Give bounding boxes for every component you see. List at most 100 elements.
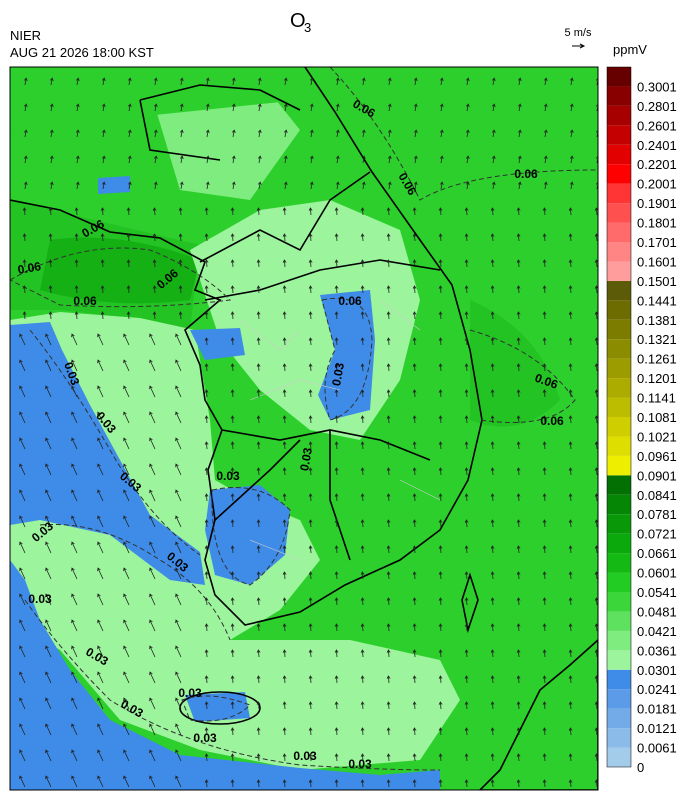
wind-arrow (412, 701, 417, 710)
wind-arrow (282, 415, 287, 424)
wind-arrow (257, 181, 262, 190)
colorbar-label: 0.2801 (637, 99, 677, 114)
wind-arrow (490, 519, 495, 528)
wind-arrow (152, 311, 157, 320)
wind-arrow (256, 493, 261, 502)
wind-arrow (361, 129, 366, 138)
wind-arrow (386, 597, 391, 606)
wind-arrow (490, 493, 495, 502)
color-bin (607, 417, 631, 437)
wind-arrow (439, 77, 444, 86)
wind-arrow (282, 649, 287, 658)
wind-arrow (75, 181, 80, 190)
wind-arrow (97, 515, 104, 528)
wind-arrow (569, 129, 574, 138)
contour-label: 0.03 (178, 686, 202, 700)
wind-arrow (127, 77, 132, 86)
colorbar-label: 0.0301 (637, 663, 677, 678)
wind-arrow (256, 753, 261, 762)
color-bin (607, 300, 631, 320)
wind-arrow (97, 463, 104, 476)
wind-arrow (360, 571, 365, 580)
wind-arrow (45, 593, 52, 606)
wind-arrow (149, 359, 156, 372)
wind-arrow (123, 775, 130, 788)
color-bin (607, 436, 631, 456)
color-bin (607, 630, 631, 651)
colorbar-label: 0.2201 (637, 157, 677, 172)
wind-arrow (230, 207, 235, 216)
colorbar-unit: ppmV (613, 42, 647, 57)
wind-arrow (308, 649, 313, 658)
color-bin (607, 144, 631, 165)
wind-arrow (413, 181, 418, 190)
wind-arrow (257, 155, 262, 164)
colorbar-label: 0.2001 (637, 177, 677, 192)
wind-arrow (334, 259, 339, 268)
wind-arrow (256, 337, 261, 346)
wind-arrow (204, 207, 209, 216)
wind-arrow (204, 545, 209, 554)
wind-arrow (74, 207, 79, 216)
wind-arrow (308, 753, 313, 762)
wind-arrow (308, 623, 313, 632)
wind-arrow (334, 545, 339, 554)
wind-arrow (438, 675, 443, 684)
wind-arrow (179, 103, 184, 112)
wind-arrow (516, 441, 521, 450)
wind-arrow (149, 541, 156, 554)
colorbar-frame (606, 66, 632, 768)
wind-arrow (334, 753, 339, 762)
wind-arrow (438, 493, 443, 502)
wind-arrow (516, 337, 521, 346)
wind-arrow (175, 723, 182, 736)
wind-arrow (517, 129, 522, 138)
wind-arrow (438, 701, 443, 710)
wind-arrow (568, 207, 573, 216)
wind-field (19, 77, 598, 788)
wind-arrow (48, 259, 53, 268)
wind-arrow (308, 441, 313, 450)
wind-arrow (568, 233, 573, 242)
wind-arrow (256, 441, 261, 450)
wind-arrow (204, 311, 209, 320)
colorbar-label: 0.1601 (637, 254, 677, 269)
wind-arrow (205, 155, 210, 164)
wind-arrow (516, 545, 521, 554)
contour-label: 0.06 (540, 414, 564, 428)
wind-arrow (464, 623, 469, 632)
contour-label: 0.06 (17, 259, 43, 277)
wind-arrow (568, 545, 573, 554)
wind-arrow (542, 311, 547, 320)
wind-arrow (71, 671, 78, 684)
wind-arrow (230, 233, 235, 242)
wind-arrow (230, 623, 235, 632)
wind-arrow (74, 311, 79, 320)
wind-arrow (568, 675, 573, 684)
color-bin (607, 611, 631, 631)
wind-arrow (123, 385, 130, 398)
wind-arrow (464, 519, 469, 528)
wind-arrow (71, 385, 78, 398)
wind-arrow (74, 285, 79, 294)
wind-arrow (386, 415, 391, 424)
wind-arrow (230, 571, 235, 580)
wind-arrow (205, 129, 210, 138)
wind-arrow (19, 723, 26, 736)
wind-arrow (282, 285, 287, 294)
wind-arrow (123, 541, 130, 554)
wind-arrow (175, 411, 182, 424)
wind-arrow (256, 389, 261, 398)
wind-arrow (123, 515, 130, 528)
wind-arrow (205, 181, 210, 190)
colorbar-label: 0.1081 (637, 410, 677, 425)
wind-arrow (230, 753, 235, 762)
wind-arrow (438, 363, 443, 372)
wind-arrow (334, 285, 339, 294)
wind-arrow (361, 103, 366, 112)
wind-arrow (516, 259, 521, 268)
wind-arrow (256, 649, 261, 658)
wind-arrow (569, 181, 574, 190)
wind-arrow (204, 415, 209, 424)
wind-arrow (19, 515, 26, 528)
